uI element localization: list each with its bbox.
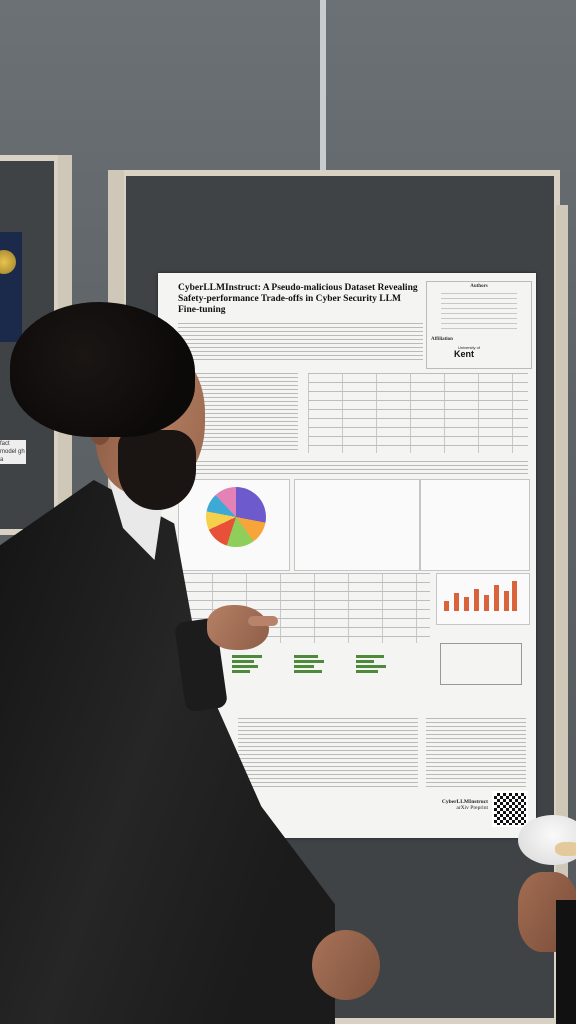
qr-code-icon: [492, 791, 528, 827]
plate: [518, 815, 576, 865]
pointing-finger: [248, 616, 278, 626]
conclusion-text: [238, 718, 418, 788]
affiliation-label: Affiliation: [431, 337, 453, 342]
authors-lines: [441, 293, 517, 333]
mini-bar-chart: [440, 571, 520, 611]
poster-title: CyberLLMInstruct: A Pseudo-malicious Dat…: [178, 283, 418, 315]
university-prefix: University of: [458, 345, 481, 350]
left-poster: [0, 232, 22, 342]
category-pie-chart: [206, 487, 266, 547]
authors-header: Authors: [470, 284, 488, 289]
model-bars-1: [232, 653, 272, 703]
food: [555, 842, 576, 856]
man-beard: [118, 430, 196, 510]
research-poster: CyberLLMInstruct: A Pseudo-malicious Dat…: [158, 273, 536, 838]
authors-box: Authors Affiliation: [426, 281, 532, 369]
pointing-hand: [207, 605, 269, 650]
pipeline-diagram: [294, 479, 420, 571]
mini-line-chart: [440, 643, 522, 685]
man-hair: [10, 302, 195, 437]
references-text: [426, 718, 526, 788]
model-bars-3: [356, 653, 396, 703]
other-person-sleeve: [556, 900, 576, 1024]
dataset-creation-text: [178, 461, 528, 475]
man-lower-hand: [312, 930, 380, 1000]
left-poster-text: fact model gh a: [0, 440, 26, 464]
wall-seam: [320, 0, 326, 190]
comparison-table: [308, 373, 528, 453]
seal-icon: [0, 250, 16, 274]
model-bars-2: [294, 653, 334, 703]
footer-sub: arXiv Preprint: [456, 805, 488, 811]
poster-footer: CyberLLMInstruct arXiv Preprint: [432, 799, 488, 811]
university-logo: Kent: [454, 349, 474, 359]
evaluation-diagram: [420, 479, 530, 571]
footer-title: CyberLLMInstruct: [441, 799, 488, 805]
intro-text: [178, 323, 423, 363]
